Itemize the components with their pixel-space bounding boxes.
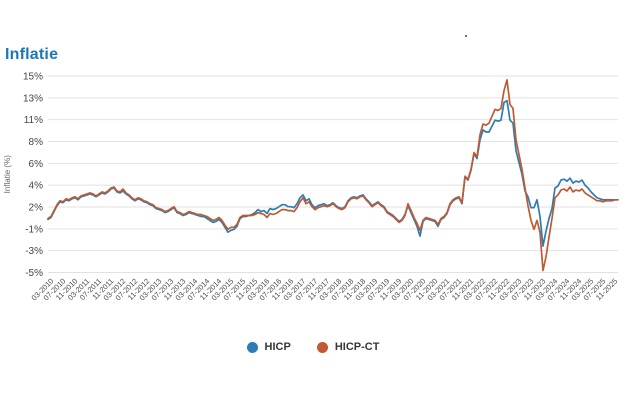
y-tick-label: -3% bbox=[25, 246, 43, 257]
legend-item-hicp-ct[interactable]: HICP-CT bbox=[316, 341, 380, 353]
y-tick-label: 2% bbox=[29, 203, 44, 214]
y-tick-label: 6% bbox=[29, 159, 44, 170]
hicp-ct-line bbox=[47, 79, 619, 272]
y-tick-label: 4% bbox=[29, 181, 44, 192]
y-axis-title: Inflatie (%) bbox=[3, 155, 12, 194]
stray-dot bbox=[465, 35, 467, 37]
y-tick-label: -5% bbox=[25, 268, 43, 279]
legend-label-hicp: HICP bbox=[264, 341, 291, 353]
y-tick-label: -1% bbox=[25, 224, 43, 235]
y-tick-label: 8% bbox=[29, 137, 44, 148]
legend-item-hicp[interactable]: HICP bbox=[246, 341, 291, 353]
legend-label-hicp-ct: HICP-CT bbox=[334, 341, 380, 353]
y-tick-label: 11% bbox=[24, 115, 43, 126]
y-tick-label: 15% bbox=[23, 72, 43, 83]
hicp-ct-series-dot-icon bbox=[316, 341, 328, 353]
legend: HICP HICP-CT bbox=[0, 341, 626, 353]
page-title: Inflatie bbox=[5, 46, 59, 63]
hicp-series-dot-icon bbox=[246, 341, 258, 353]
y-tick-label: 13% bbox=[23, 93, 43, 104]
